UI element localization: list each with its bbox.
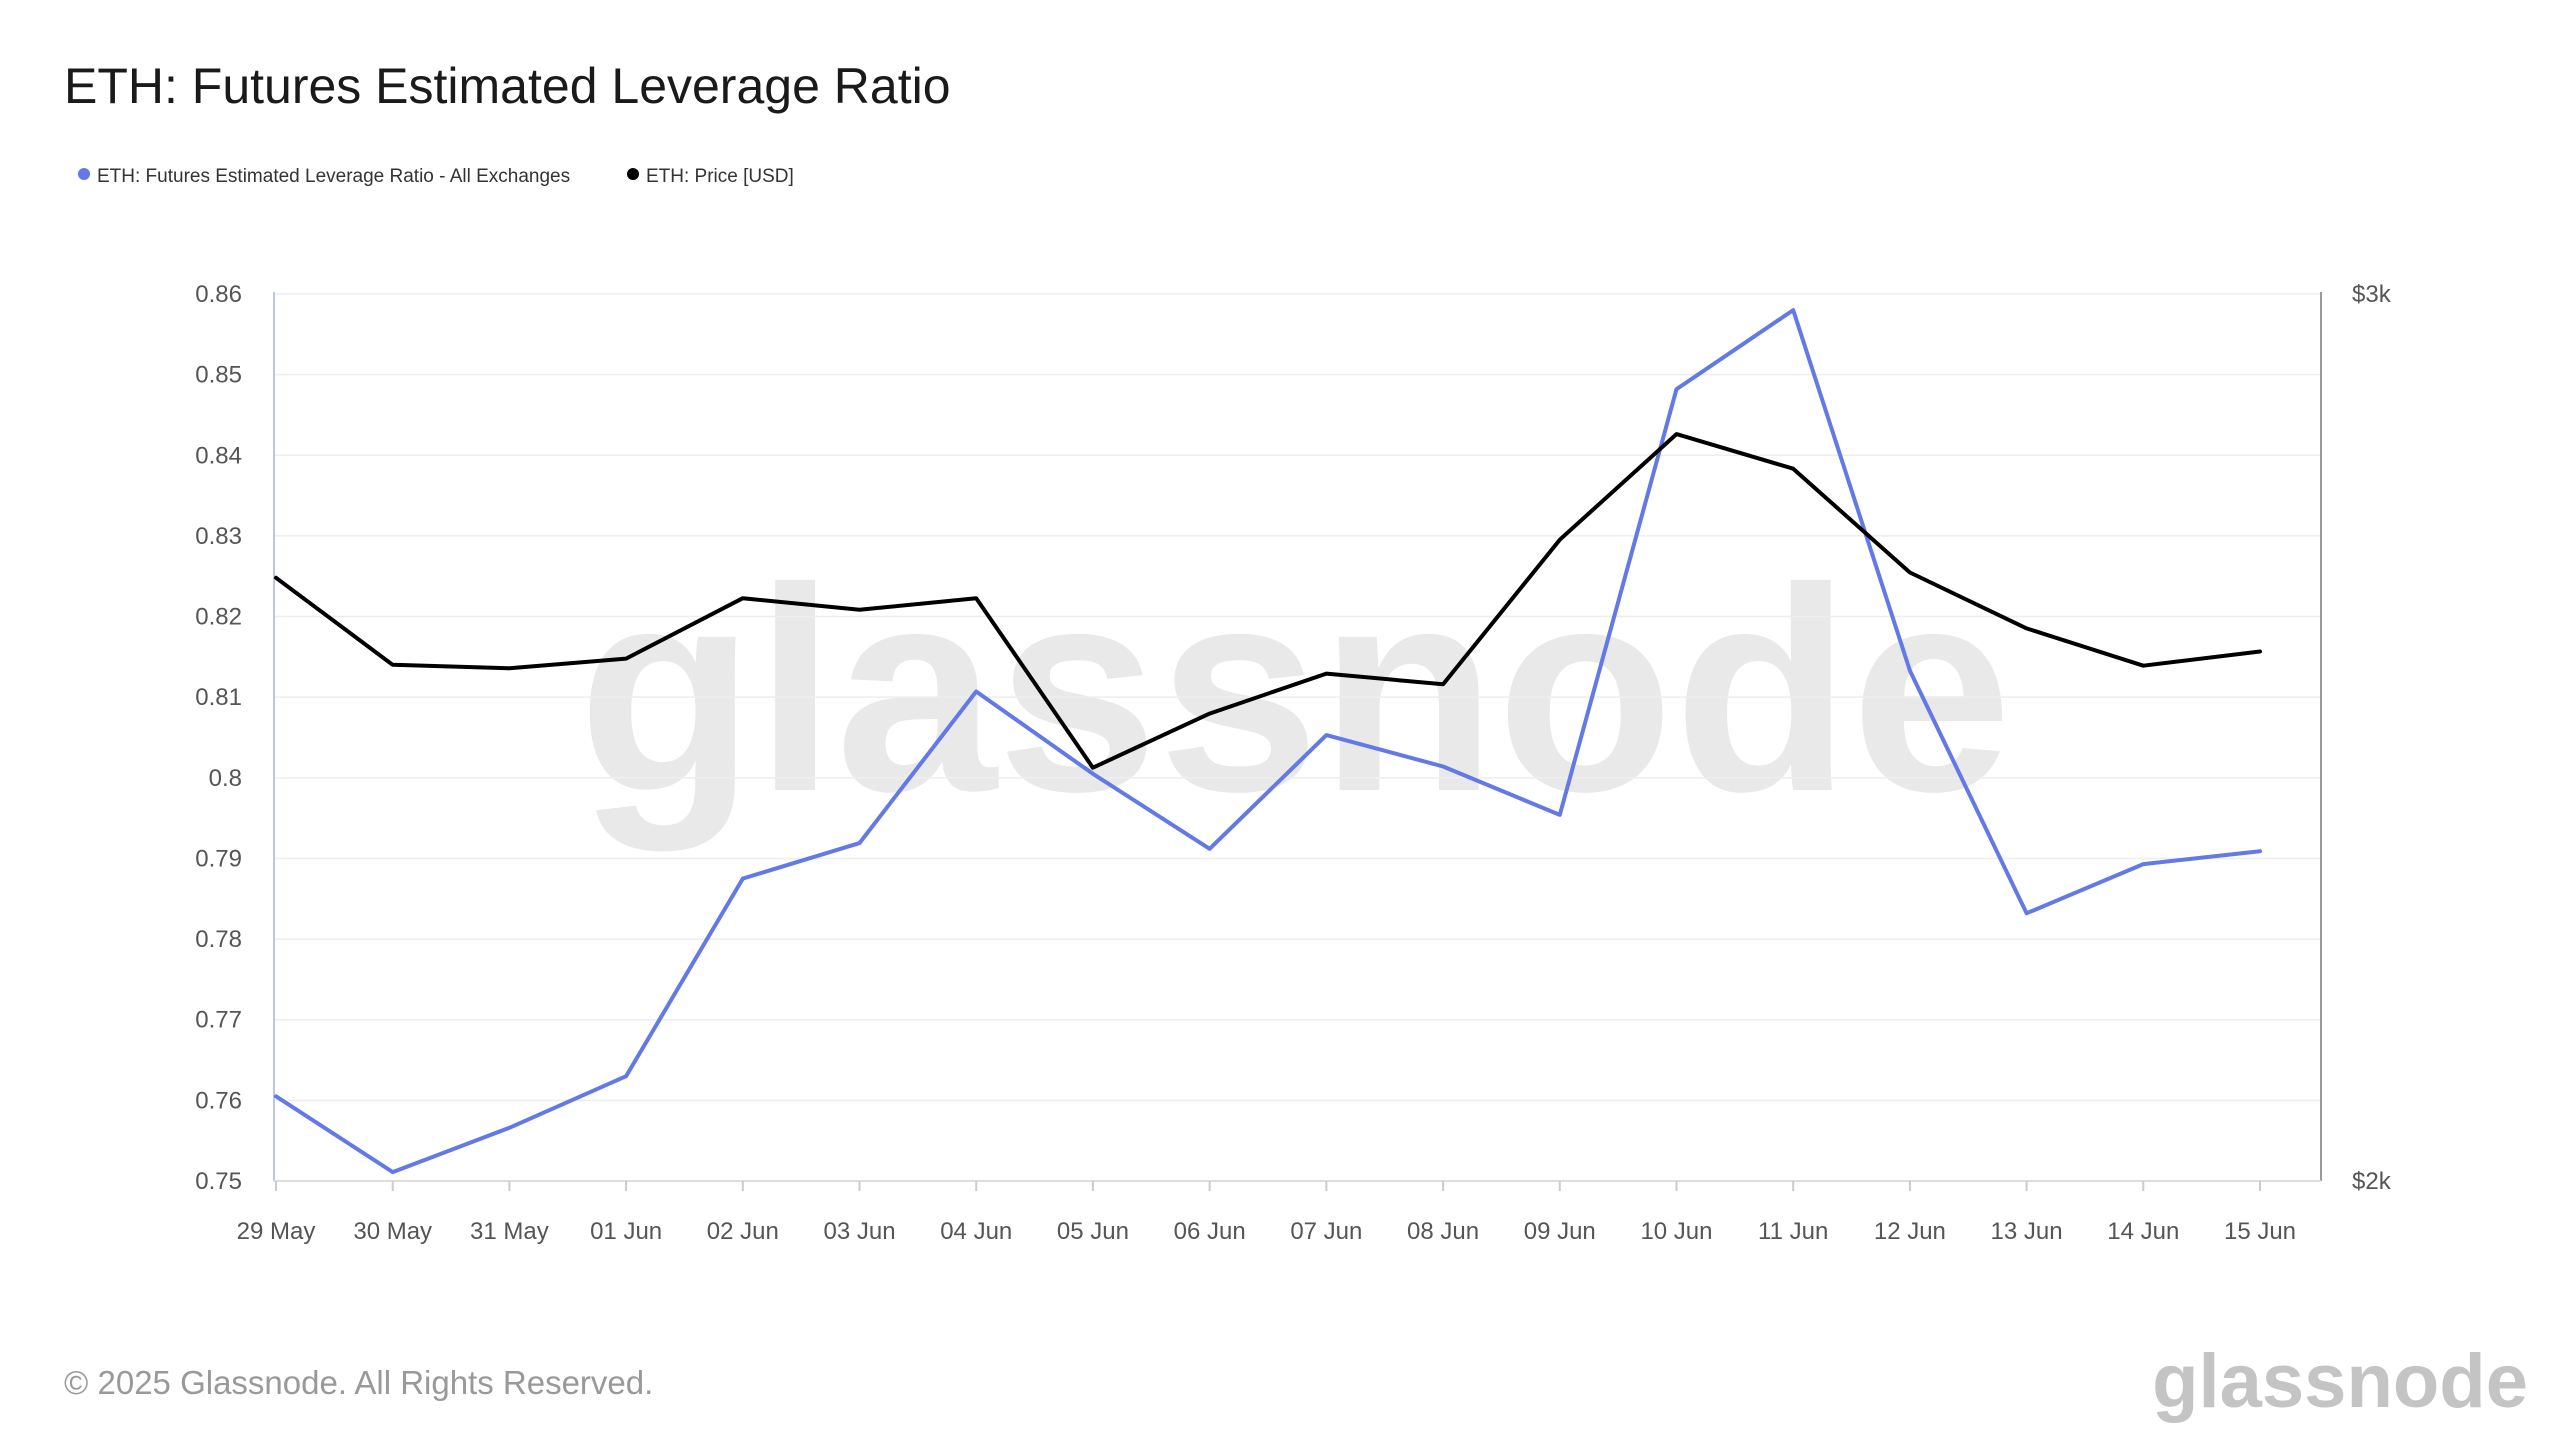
- legend: ETH: Futures Estimated Leverage Ratio - …: [78, 166, 794, 187]
- legend-item-price[interactable]: ETH: Price [USD]: [627, 166, 794, 187]
- watermark: glassnode: [578, 528, 2012, 853]
- data-point-price[interactable]: [1907, 570, 1913, 576]
- x-tick-label: 08 Jun: [1407, 1218, 1479, 1245]
- data-point-leverage[interactable]: [1090, 771, 1096, 777]
- data-point-price[interactable]: [1790, 466, 1796, 472]
- x-tick-label: 30 May: [353, 1218, 432, 1245]
- data-point-price[interactable]: [390, 662, 396, 668]
- data-point-leverage[interactable]: [1907, 668, 1913, 674]
- x-tick-label: 06 Jun: [1174, 1218, 1246, 1245]
- data-point-price[interactable]: [506, 665, 512, 671]
- y-left-tick-label: 0.82: [195, 604, 242, 631]
- data-point-price[interactable]: [273, 575, 279, 581]
- data-point-price[interactable]: [973, 595, 979, 601]
- data-point-price[interactable]: [623, 656, 629, 662]
- footer-logo: glassnode: [2152, 1339, 2528, 1424]
- legend-marker-leverage: [78, 168, 90, 180]
- data-point-leverage[interactable]: [1557, 812, 1563, 818]
- y-left-tick-label: 0.77: [195, 1007, 242, 1034]
- legend-label-leverage: ETH: Futures Estimated Leverage Ratio - …: [97, 166, 570, 187]
- data-point-price[interactable]: [2024, 625, 2030, 631]
- series-line-price[interactable]: [274, 432, 2262, 770]
- data-point-leverage[interactable]: [740, 876, 746, 882]
- y-left-tick-label: 0.79: [195, 845, 242, 872]
- series-lines: [273, 307, 2263, 1175]
- x-tick-label: 12 Jun: [1874, 1218, 1946, 1245]
- data-point-price[interactable]: [1207, 711, 1213, 717]
- x-tick-label: 29 May: [237, 1218, 316, 1245]
- legend-label-price: ETH: Price [USD]: [646, 166, 794, 187]
- y-left-tick-label: 0.81: [195, 684, 242, 711]
- data-point-leverage[interactable]: [857, 840, 863, 846]
- x-tick-label: 07 Jun: [1290, 1218, 1362, 1245]
- x-tick-label: 02 Jun: [707, 1218, 779, 1245]
- x-tick-label: 11 Jun: [1758, 1218, 1828, 1245]
- x-tick-label: 10 Jun: [1640, 1218, 1712, 1245]
- y-left-tick-label: 0.8: [209, 765, 242, 792]
- data-point-leverage[interactable]: [1673, 386, 1679, 392]
- x-tick-label: 03 Jun: [823, 1218, 895, 1245]
- x-tick-label: 14 Jun: [2107, 1218, 2179, 1245]
- x-tick-label: 15 Jun: [2224, 1218, 2296, 1245]
- data-point-leverage[interactable]: [2140, 861, 2146, 867]
- y-right-ticks: $3k $2k: [2352, 281, 2392, 1195]
- footer-copyright: © 2025 Glassnode. All Rights Reserved.: [64, 1364, 653, 1401]
- data-point-leverage[interactable]: [1323, 732, 1329, 738]
- y-left-tick-label: 0.84: [195, 442, 242, 469]
- y-right-tick-label: $3k: [2352, 281, 2392, 308]
- x-ticks: 29 May 30 May 31 May 01 Jun 02 Jun 03 Jun 04 J…: [237, 1181, 2296, 1245]
- y-left-ticks: 0.86 0.85 0.84 0.83 0.82 0.81 0.8 0.79 0.78 0.77 0…: [195, 281, 242, 1195]
- data-point-leverage[interactable]: [2024, 910, 2030, 916]
- x-tick-label: 09 Jun: [1524, 1218, 1596, 1245]
- data-point-leverage[interactable]: [973, 689, 979, 695]
- y-left-tick-label: 0.86: [195, 281, 242, 308]
- data-point-leverage[interactable]: [2257, 848, 2263, 854]
- y-left-tick-label: 0.75: [195, 1168, 242, 1195]
- legend-item-leverage[interactable]: ETH: Futures Estimated Leverage Ratio - …: [78, 166, 570, 187]
- y-left-tick-label: 0.83: [195, 523, 242, 550]
- x-tick-label: 13 Jun: [1991, 1218, 2063, 1245]
- y-left-tick-label: 0.78: [195, 926, 242, 953]
- chart-title: ETH: Futures Estimated Leverage Ratio: [64, 58, 951, 114]
- y-left-tick-label: 0.85: [195, 362, 242, 389]
- data-point-price[interactable]: [1557, 537, 1563, 543]
- data-point-leverage[interactable]: [273, 1093, 279, 1099]
- series-line-leverage[interactable]: [274, 308, 2262, 1175]
- data-point-leverage[interactable]: [1790, 307, 1796, 313]
- x-tick-label: 01 Jun: [590, 1218, 662, 1245]
- data-point-price[interactable]: [1673, 431, 1679, 437]
- x-tick-label: 05 Jun: [1057, 1218, 1129, 1245]
- data-point-price[interactable]: [857, 607, 863, 613]
- x-tick-label: 04 Jun: [940, 1218, 1012, 1245]
- data-point-price[interactable]: [740, 595, 746, 601]
- data-point-price[interactable]: [1440, 681, 1446, 687]
- data-point-leverage[interactable]: [390, 1169, 396, 1175]
- x-tick-label: 31 May: [470, 1218, 549, 1245]
- y-right-tick-label: $2k: [2352, 1168, 2392, 1195]
- data-point-leverage[interactable]: [506, 1125, 512, 1131]
- y-left-tick-label: 0.76: [195, 1087, 242, 1114]
- data-point-price[interactable]: [1323, 671, 1329, 677]
- data-point-price[interactable]: [1090, 765, 1096, 771]
- axes: [273, 292, 2322, 1182]
- data-point-price[interactable]: [2257, 648, 2263, 654]
- data-point-leverage[interactable]: [1207, 846, 1213, 852]
- data-point-leverage[interactable]: [1440, 764, 1446, 770]
- data-point-price[interactable]: [2140, 663, 2146, 669]
- legend-marker-price: [627, 168, 639, 180]
- data-point-leverage[interactable]: [623, 1073, 629, 1079]
